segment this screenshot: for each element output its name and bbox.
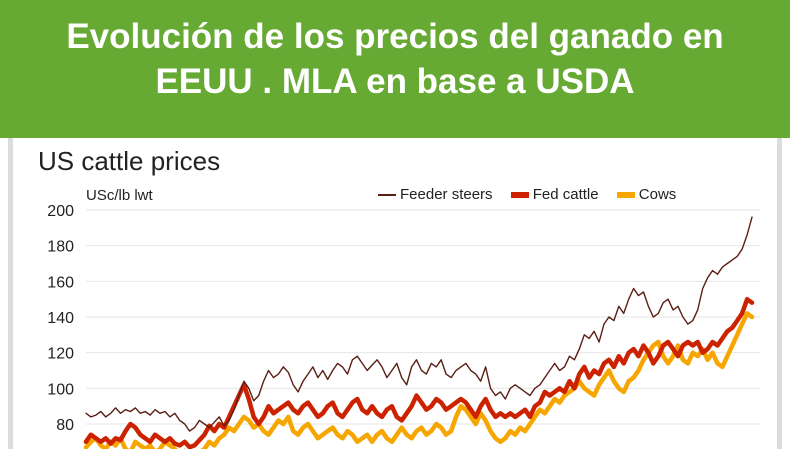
y-tick-labels: 80 100 120 140 160 180 200	[47, 203, 74, 434]
legend-item-cows: Cows	[616, 186, 677, 203]
legend-label-cows: Cows	[638, 186, 677, 203]
y-tick-label-120: 120	[47, 346, 74, 363]
y-tick-label-160: 160	[47, 274, 74, 291]
banner-title-line1: Evolución de los precios del ganado en	[66, 17, 724, 56]
title-banner: Evolución de los precios del ganado en E…	[0, 0, 790, 138]
legend-item-fed-cattle: Fed cattle	[510, 186, 599, 203]
gridlines	[86, 209, 760, 425]
legend-label-fed-cattle: Fed cattle	[532, 186, 599, 203]
y-axis-unit-label: USc/lb lwt	[86, 187, 153, 204]
series-line-cows	[83, 311, 755, 449]
series-line-feeder-steers	[85, 216, 753, 432]
legend-swatch-cows	[616, 192, 635, 199]
banner-title: Evolución de los precios del ganado en E…	[0, 14, 790, 104]
chart-title: US cattle prices	[38, 146, 221, 176]
series-lines	[83, 216, 755, 449]
series-line-fed-cattle	[83, 296, 755, 449]
legend: Feeder steers Fed cattle Cows	[378, 186, 690, 203]
legend-swatch-feeder-steers	[378, 194, 396, 197]
y-tick-label-180: 180	[47, 239, 74, 256]
legend-item-feeder-steers: Feeder steers	[378, 186, 493, 203]
chart-panel	[8, 138, 782, 449]
legend-swatch-fed-cattle	[510, 192, 529, 199]
y-tick-label-140: 140	[47, 310, 74, 327]
y-tick-label-200: 200	[47, 203, 74, 220]
banner-title-line2: EEUU . MLA en base a USDA	[155, 62, 635, 101]
legend-label-feeder-steers: Feeder steers	[400, 186, 493, 203]
y-tick-label-80: 80	[56, 417, 74, 434]
y-tick-label-100: 100	[47, 381, 74, 398]
